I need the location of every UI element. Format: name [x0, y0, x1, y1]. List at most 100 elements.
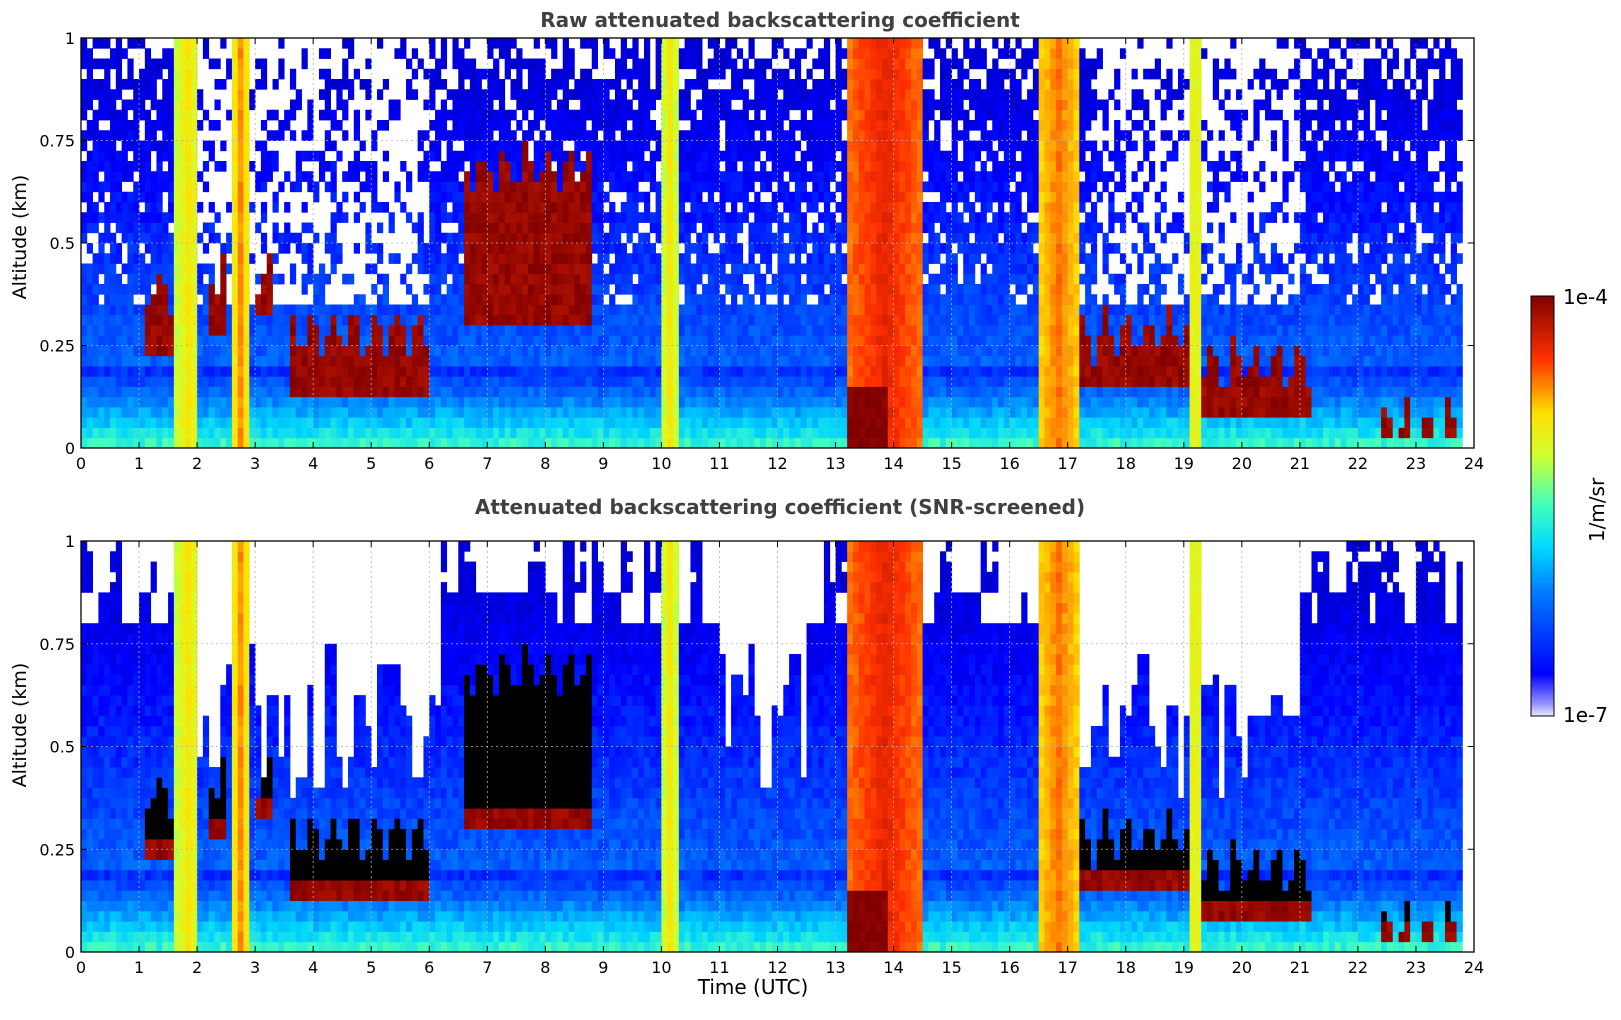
heatmap-cell — [92, 202, 99, 213]
heatmap-cell — [231, 232, 239, 244]
heatmap-cell — [191, 366, 198, 377]
heatmap-cell — [533, 284, 540, 295]
heatmap-cell — [330, 345, 337, 357]
heatmap-cell — [696, 212, 703, 223]
heatmap-cell — [789, 161, 796, 172]
heatmap-cell — [458, 396, 465, 408]
heatmap-cell — [237, 232, 244, 244]
heatmap-cell — [208, 140, 215, 152]
heatmap-cell — [522, 376, 529, 387]
heatmap-cell — [893, 212, 900, 223]
heatmap-cell — [162, 181, 169, 193]
heatmap-cell — [539, 294, 546, 305]
heatmap-cell — [493, 335, 500, 346]
heatmap-cell — [580, 68, 587, 80]
heatmap-cell — [870, 99, 877, 111]
heatmap-cell — [330, 161, 337, 172]
heatmap-cell — [887, 427, 894, 439]
heatmap-cell — [388, 109, 395, 121]
heatmap-cell — [301, 427, 308, 439]
heatmap-cell — [481, 202, 488, 213]
heatmap-cell — [690, 150, 697, 162]
heatmap-cell — [760, 273, 767, 285]
heatmap-cell — [324, 304, 331, 316]
heatmap-cell — [237, 161, 244, 172]
heatmap-cell — [928, 253, 935, 264]
heatmap-cell — [255, 314, 262, 326]
heatmap-cell — [951, 253, 958, 264]
heatmap-cell — [707, 109, 715, 121]
heatmap-cell — [655, 345, 662, 357]
heatmap-cell — [510, 335, 517, 346]
heatmap-cell — [394, 427, 401, 439]
heatmap-cell — [115, 304, 123, 316]
heatmap-cell — [649, 171, 657, 182]
heatmap-cell — [667, 99, 674, 111]
heatmap-cell — [638, 263, 645, 275]
heatmap-cell — [777, 427, 784, 439]
heatmap-cell — [916, 427, 923, 439]
heatmap-cell — [371, 243, 378, 254]
heatmap-cell — [690, 386, 697, 398]
heatmap-cell — [678, 130, 686, 141]
heatmap-cell — [957, 232, 964, 244]
heatmap-cell — [347, 304, 355, 316]
heatmap-cell — [406, 212, 413, 223]
heatmap-cell — [406, 304, 413, 316]
heatmap-cell — [696, 140, 703, 152]
heatmap-cell — [754, 407, 761, 418]
heatmap-cell — [208, 396, 215, 408]
heatmap-cell — [864, 191, 871, 203]
heatmap-cell — [278, 335, 285, 346]
heatmap-cell — [185, 335, 192, 346]
heatmap-cell — [603, 325, 610, 336]
heatmap-cell — [562, 130, 569, 141]
heatmap-cell — [411, 376, 419, 387]
heatmap-cell — [911, 202, 918, 213]
heatmap-cell — [92, 89, 99, 100]
heatmap-cell — [545, 304, 552, 316]
heatmap-cell — [719, 396, 726, 408]
heatmap-cell — [272, 376, 279, 387]
heatmap-cell — [597, 232, 604, 244]
heatmap-cell — [632, 427, 639, 439]
heatmap-cell — [655, 366, 662, 377]
heatmap-cell — [516, 437, 523, 449]
heatmap-cell — [81, 284, 88, 295]
heatmap-cell — [835, 284, 842, 295]
heatmap-cell — [858, 161, 865, 172]
heatmap-cell — [823, 325, 831, 336]
heatmap-cell — [812, 243, 819, 254]
heatmap-cell — [469, 253, 477, 264]
heatmap-cell — [522, 355, 529, 367]
heatmap-cell — [127, 222, 134, 234]
heatmap-cell — [835, 407, 842, 418]
heatmap-cell — [139, 150, 146, 162]
heatmap-cell — [197, 366, 204, 377]
heatmap-cell — [435, 140, 442, 152]
heatmap-cell — [318, 335, 326, 346]
heatmap-cell — [429, 263, 436, 275]
heatmap-cell — [614, 253, 622, 264]
heatmap-cell — [690, 273, 697, 285]
heatmap-cell — [893, 417, 900, 428]
heatmap-cell — [771, 109, 778, 121]
heatmap-cell — [841, 161, 848, 172]
heatmap-cell — [568, 355, 575, 367]
heatmap-cell — [736, 150, 744, 162]
heatmap-cell — [800, 417, 807, 428]
heatmap-cell — [527, 89, 535, 100]
heatmap-cell — [551, 284, 558, 295]
heatmap-cell — [493, 273, 500, 285]
heatmap-cell — [498, 181, 506, 193]
heatmap-cell — [231, 202, 239, 213]
heatmap-cell — [684, 386, 691, 398]
heatmap-cell — [86, 304, 93, 316]
heatmap-cell — [156, 417, 163, 428]
heatmap-cell — [696, 294, 703, 305]
heatmap-cell — [858, 202, 865, 213]
heatmap-cell — [260, 140, 268, 152]
heatmap-cell — [916, 120, 923, 131]
heatmap-cell — [806, 396, 813, 408]
